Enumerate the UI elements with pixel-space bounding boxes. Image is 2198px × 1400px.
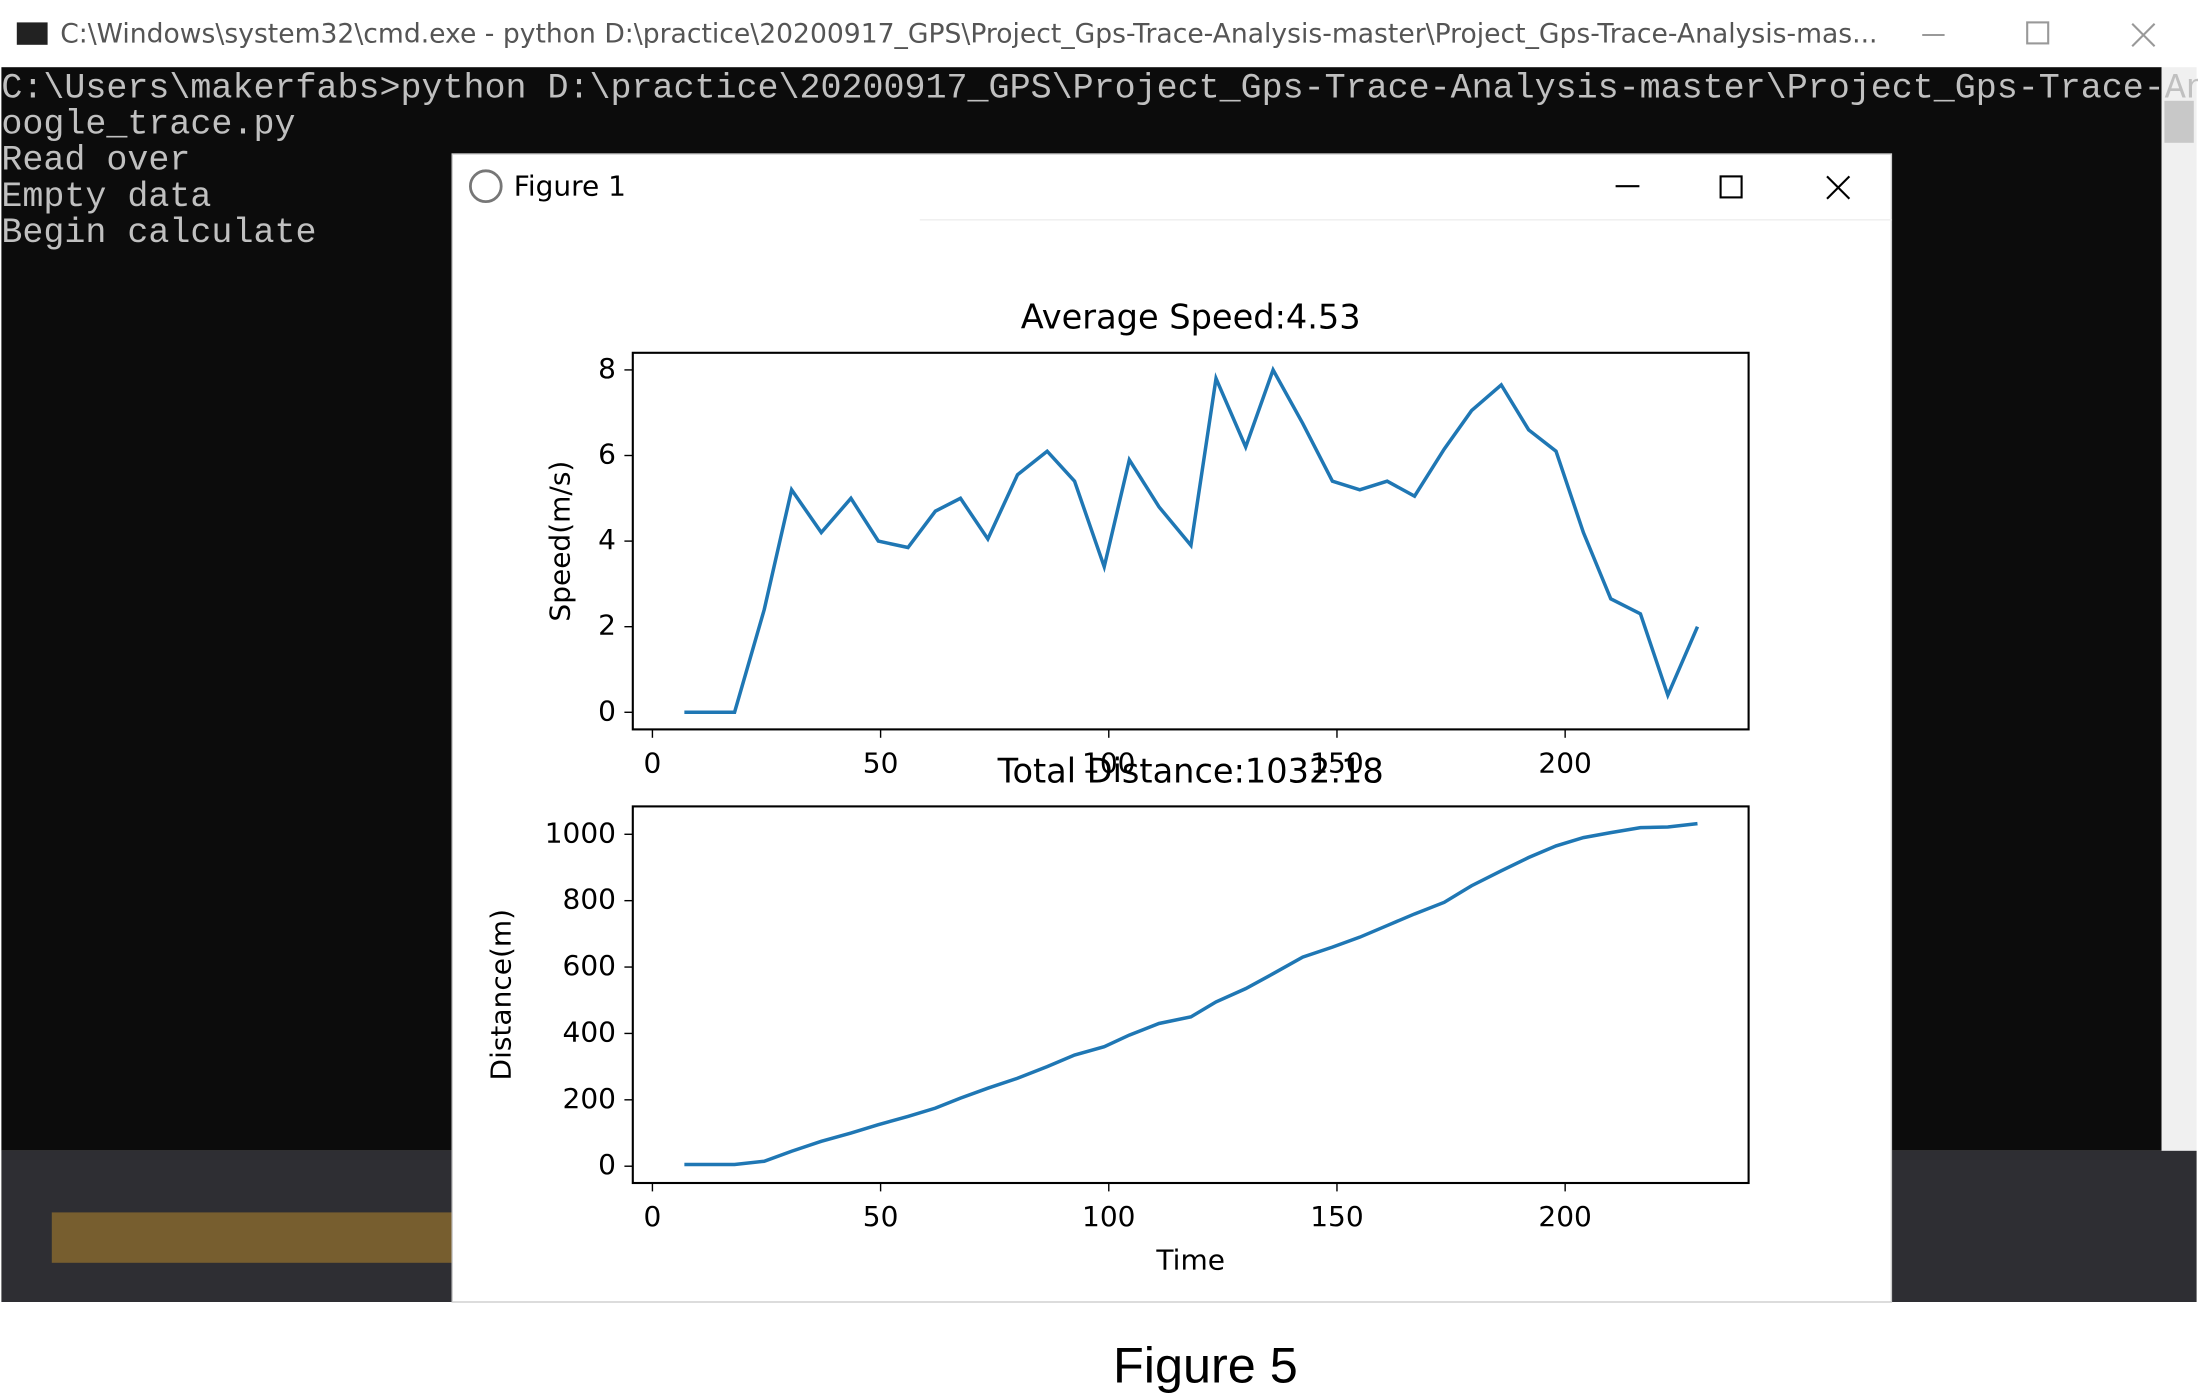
x-tick-label: 100 bbox=[1082, 746, 1135, 779]
y-tick-label: 400 bbox=[563, 1015, 616, 1048]
x-tick-label: 0 bbox=[644, 1200, 662, 1233]
y-tick-label: 2 bbox=[598, 609, 616, 642]
y-tick-label: 600 bbox=[563, 949, 616, 982]
x-tick-label: 200 bbox=[1538, 1200, 1591, 1233]
y-tick-label: 6 bbox=[598, 438, 616, 471]
x-tick-label: 150 bbox=[1310, 746, 1363, 779]
y-tick-label: 800 bbox=[563, 883, 616, 916]
y-tick-label: 1000 bbox=[545, 816, 616, 849]
figure-maximize[interactable] bbox=[1719, 175, 1743, 199]
x-tick-label: 200 bbox=[1538, 746, 1591, 779]
chart-title: Total Distance:1032.18 bbox=[997, 751, 1384, 790]
y-tick-label: 200 bbox=[563, 1082, 616, 1115]
figure-icon bbox=[468, 169, 503, 203]
x-tick-label: 0 bbox=[644, 746, 662, 779]
x-tick-label: 50 bbox=[863, 746, 899, 779]
y-axis-label: Distance(m) bbox=[485, 909, 518, 1081]
cmd-icon bbox=[16, 22, 48, 45]
terminal-line: oogle_trace.py bbox=[1, 105, 295, 145]
x-axis-label: Time bbox=[1155, 1243, 1225, 1276]
cmd-title-bar bbox=[1, 0, 2197, 68]
figure-title: Figure 1 bbox=[514, 170, 626, 203]
figure-window bbox=[451, 153, 1893, 1303]
scroll-thumb[interactable] bbox=[2164, 100, 2194, 143]
close-button[interactable] bbox=[2131, 23, 2156, 47]
data-line bbox=[684, 821, 1698, 1167]
cmd-title: C:\Windows\system32\cmd.exe - python D:\… bbox=[60, 19, 1877, 50]
terminal-line: C:\Users\makerfabs>python D:\practice\20… bbox=[1, 68, 2198, 108]
y-tick-label: 4 bbox=[598, 523, 616, 556]
terminal-line: Read over bbox=[1, 141, 190, 181]
scrollbar[interactable] bbox=[2161, 67, 2197, 1151]
terminal-line: Empty data bbox=[1, 177, 211, 217]
caption: Figure 5 bbox=[1113, 1337, 1298, 1394]
chart-title: Average Speed:4.53 bbox=[1021, 298, 1361, 337]
x-tick-label: 100 bbox=[1082, 1200, 1135, 1233]
y-tick-label: 0 bbox=[598, 1148, 616, 1181]
axes-frame bbox=[631, 805, 1750, 1185]
x-tick-label: 50 bbox=[863, 1200, 899, 1233]
y-axis-label: Speed(m/s) bbox=[543, 461, 576, 622]
maximize-button[interactable] bbox=[2026, 21, 2050, 45]
data-line bbox=[684, 365, 1700, 715]
terminal-line: Begin calculate bbox=[1, 213, 316, 253]
y-tick-label: 0 bbox=[598, 694, 616, 727]
desktop-light bbox=[51, 1212, 453, 1263]
figure-close[interactable] bbox=[1826, 175, 1851, 200]
y-tick-label: 8 bbox=[598, 352, 616, 385]
x-tick-label: 150 bbox=[1310, 1200, 1363, 1233]
